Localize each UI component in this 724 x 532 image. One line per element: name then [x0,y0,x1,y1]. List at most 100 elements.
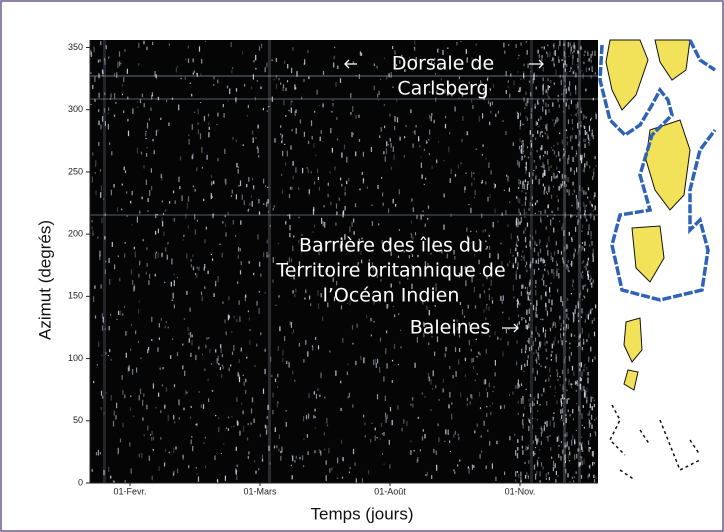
noise-speck [525,91,527,95]
noise-speck [581,308,583,314]
noise-speck [555,241,557,246]
noise-speck [527,447,529,450]
noise-speck [588,356,590,362]
noise-speck [531,330,533,336]
noise-speck [454,347,457,352]
noise-speck [418,138,420,143]
noise-speck [352,132,354,135]
noise-speck [577,102,579,108]
noise-speck [459,459,461,462]
noise-speck [190,439,192,445]
noise-speck [207,378,209,381]
noise-speck [362,178,364,184]
noise-speck [486,276,488,280]
noise-speck [236,475,238,480]
noise-speck [354,203,357,208]
noise-speck [98,120,100,126]
noise-speck [290,100,292,106]
noise-speck [517,400,519,405]
noise-speck [235,235,237,237]
noise-speck [546,191,548,194]
noise-speck [572,279,574,283]
noise-speck [333,296,336,302]
noise-speck [121,208,123,211]
noise-speck [525,165,527,171]
noise-speck [414,362,416,368]
noise-speck [577,221,579,225]
noise-speck [186,290,188,295]
noise-speck [550,219,552,226]
x-axis-label: Temps (jours) [311,504,414,523]
annotation: Carlsberg [397,78,488,100]
noise-speck [587,314,589,320]
noise-speck [341,183,343,187]
noise-speck [525,475,527,479]
noise-speck [430,409,432,411]
noise-speck [554,463,556,468]
noise-speck [239,248,241,252]
noise-speck [553,82,555,85]
noise-speck [518,384,520,388]
noise-speck [248,317,250,321]
noise-speck [420,162,422,168]
noise-speck [373,85,375,91]
noise-speck [443,160,445,162]
noise-speck [485,157,487,161]
noise-speck [559,158,561,162]
noise-speck [457,164,459,169]
noise-speck [554,336,556,341]
noise-speck [116,72,118,78]
noise-speck [268,106,270,108]
noise-speck [451,413,453,420]
noise-speck [367,469,370,475]
noise-speck [510,233,512,240]
noise-speck [126,215,128,217]
noise-speck [519,87,521,93]
noise-speck [528,172,530,178]
noise-speck [451,94,453,97]
noise-speck [563,461,565,467]
noise-speck [568,355,570,362]
noise-speck [588,311,590,316]
noise-speck [541,130,543,133]
noise-speck [432,388,434,390]
noise-speck [584,163,586,168]
noise-speck [210,193,212,199]
noise-speck [593,331,596,337]
noise-speck [564,181,566,187]
noise-speck [530,302,532,305]
noise-speck [223,113,225,118]
noise-speck [340,407,342,411]
noise-speck [121,375,123,380]
noise-speck [252,137,254,143]
noise-speck [581,299,583,301]
noise-speck [571,118,573,125]
noise-speck [110,475,112,479]
noise-speck [224,475,226,481]
noise-speck [503,189,505,191]
noise-speck [518,321,520,325]
noise-speck [247,104,249,109]
noise-speck [239,430,241,436]
noise-speck [412,207,414,213]
noise-speck [325,475,327,482]
noise-speck [540,365,542,367]
noise-speck [391,420,393,426]
noise-speck [263,178,265,184]
noise-speck [524,286,527,289]
noise-speck [475,338,477,341]
noise-speck [200,404,202,408]
noise-speck [588,446,590,452]
noise-speck [545,291,547,296]
noise-speck [102,116,104,122]
noise-speck [466,397,468,401]
noise-speck [95,160,97,165]
noise-speck [463,315,466,318]
noise-speck [292,245,294,251]
noise-speck [201,296,203,302]
noise-speck [579,130,581,136]
noise-speck [121,93,124,96]
noise-speck [523,63,525,67]
noise-speck [204,437,206,439]
noise-speck [208,398,210,402]
